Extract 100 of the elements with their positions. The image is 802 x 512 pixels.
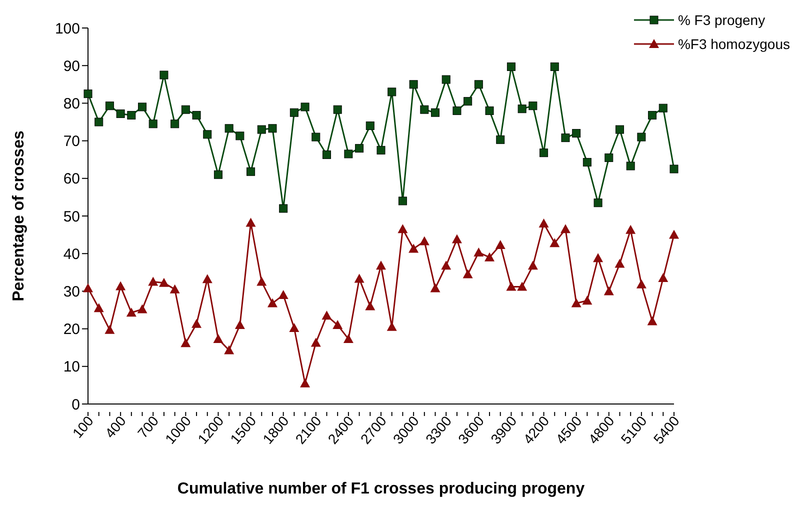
point — [365, 301, 376, 310]
point — [94, 303, 104, 312]
point — [354, 274, 364, 283]
point — [312, 132, 320, 142]
point — [464, 97, 472, 106]
point — [604, 153, 614, 162]
point — [257, 125, 266, 134]
point — [213, 334, 224, 343]
point — [398, 196, 407, 206]
point — [310, 338, 321, 347]
point — [670, 164, 678, 174]
point — [158, 278, 169, 287]
y-tick-label: 0 — [72, 396, 80, 414]
point — [256, 276, 267, 286]
point — [474, 247, 484, 256]
point — [518, 104, 526, 114]
point — [538, 218, 549, 228]
point — [452, 106, 462, 115]
point — [170, 120, 180, 128]
point — [94, 118, 104, 126]
point — [234, 320, 245, 330]
point — [571, 298, 582, 308]
point — [430, 283, 440, 292]
point — [528, 260, 538, 270]
point — [290, 108, 298, 117]
x-axis-title: Cumulative number of F1 crosses producing progeny — [177, 480, 585, 498]
point — [224, 345, 234, 354]
y-tick-label: 50 — [63, 208, 80, 226]
point — [84, 90, 92, 98]
y-tick-label: 20 — [63, 321, 80, 338]
y-tick-label: 90 — [63, 58, 80, 75]
point — [138, 102, 147, 112]
point — [441, 260, 452, 270]
point — [148, 120, 158, 128]
point — [658, 273, 668, 282]
point — [540, 148, 548, 158]
point — [474, 80, 483, 89]
point — [431, 108, 440, 117]
y-tick-label: 80 — [63, 96, 80, 113]
point — [376, 146, 386, 154]
point — [594, 198, 602, 208]
point — [214, 170, 222, 179]
point — [300, 378, 310, 388]
point — [550, 238, 560, 248]
point — [560, 224, 570, 234]
point — [160, 70, 168, 80]
point — [572, 129, 581, 138]
point — [376, 260, 386, 270]
y-tick-label: 40 — [63, 246, 80, 263]
point — [104, 324, 115, 334]
x-tick-label: 400 — [102, 412, 130, 441]
point — [409, 80, 418, 89]
point — [582, 158, 592, 166]
point — [203, 130, 212, 139]
legend-label: %F3 homozygous — [678, 36, 790, 52]
point — [322, 150, 331, 159]
point — [561, 134, 570, 142]
point — [626, 162, 635, 170]
point — [267, 298, 278, 308]
y-axis-title: Percentage of crosses — [10, 130, 28, 302]
y-tick-label: 60 — [63, 170, 80, 188]
point — [420, 105, 429, 114]
y-tick-label: 30 — [63, 284, 80, 301]
point — [452, 234, 462, 244]
y-tick-label: 100 — [54, 20, 80, 38]
point — [626, 224, 636, 234]
y-tick-label: 10 — [63, 358, 80, 376]
point — [669, 230, 679, 239]
point — [355, 144, 364, 153]
point — [615, 125, 624, 134]
y-tick-label: 70 — [63, 133, 80, 150]
point — [604, 286, 614, 296]
point — [224, 124, 234, 133]
point — [236, 132, 244, 140]
point — [485, 106, 494, 115]
point — [300, 102, 310, 112]
legend-label: % F3 progeny — [678, 12, 766, 28]
point — [506, 62, 516, 71]
point — [550, 62, 559, 71]
point — [192, 318, 202, 328]
point — [181, 105, 190, 114]
point — [126, 308, 136, 317]
point — [289, 323, 300, 332]
point — [484, 252, 495, 262]
point — [462, 269, 473, 278]
point — [343, 334, 354, 343]
point — [614, 258, 625, 268]
point — [517, 282, 528, 291]
point — [83, 283, 93, 292]
point — [528, 102, 538, 110]
point — [419, 236, 430, 246]
point — [593, 253, 604, 262]
point — [116, 109, 125, 118]
point — [344, 150, 353, 158]
x-tick-label: 700 — [134, 412, 162, 441]
point — [636, 279, 646, 288]
point — [180, 338, 191, 348]
point — [322, 310, 332, 320]
point — [246, 218, 256, 227]
point — [137, 304, 148, 314]
